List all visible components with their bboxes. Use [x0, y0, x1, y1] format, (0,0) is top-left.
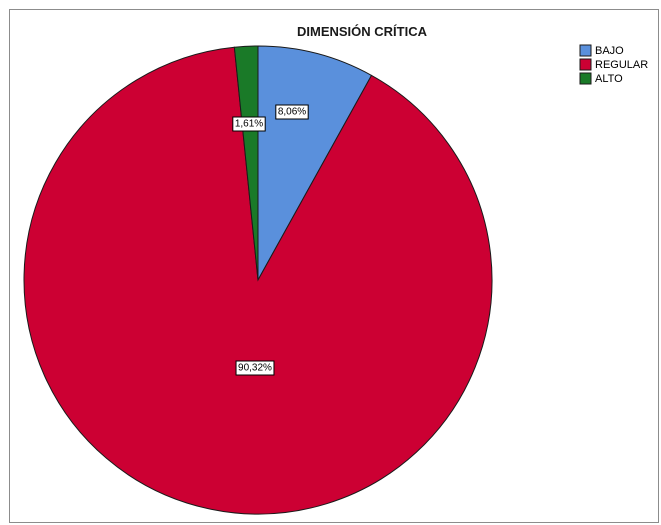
legend-item-bajo: BAJO: [579, 44, 624, 57]
data-label-box: [275, 104, 309, 120]
data-label-box: [235, 360, 275, 376]
data-label-box: [232, 116, 266, 132]
data-label-text: 8,06%: [278, 107, 306, 118]
legend-swatch: [579, 44, 592, 57]
legend-label: ALTO: [595, 73, 623, 85]
chart-title: DIMENSIÓN CRÍTICA: [297, 24, 428, 39]
legend-item-regular: REGULAR: [579, 58, 648, 71]
legend-swatch: [579, 72, 592, 85]
data-label-regular: 90,32%: [235, 360, 275, 376]
legend-swatch: [579, 58, 592, 71]
data-labels: 8,06% 90,32% 1,61%: [232, 104, 309, 376]
legend: BAJO REGULAR ALTO: [579, 44, 648, 85]
data-label-text: 90,32%: [238, 363, 272, 374]
data-label-alto: 1,61%: [232, 116, 266, 132]
data-label-bajo: 8,06%: [275, 104, 309, 120]
pie-slices: [23, 45, 493, 515]
data-label-text: 1,61%: [235, 119, 263, 130]
legend-item-alto: ALTO: [579, 72, 623, 85]
legend-label: REGULAR: [595, 59, 648, 71]
pie-slice-alto: [233, 45, 259, 281]
pie-slice-regular: [23, 46, 493, 515]
legend-label: BAJO: [595, 45, 624, 57]
